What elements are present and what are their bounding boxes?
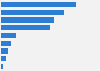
Bar [1, 25, 50, 30]
Bar [1, 64, 2, 69]
Bar [1, 10, 64, 15]
Bar [1, 33, 16, 38]
Bar [1, 2, 76, 7]
Bar [1, 41, 11, 46]
Bar [1, 48, 8, 54]
Bar [1, 17, 54, 23]
Bar [1, 56, 6, 61]
